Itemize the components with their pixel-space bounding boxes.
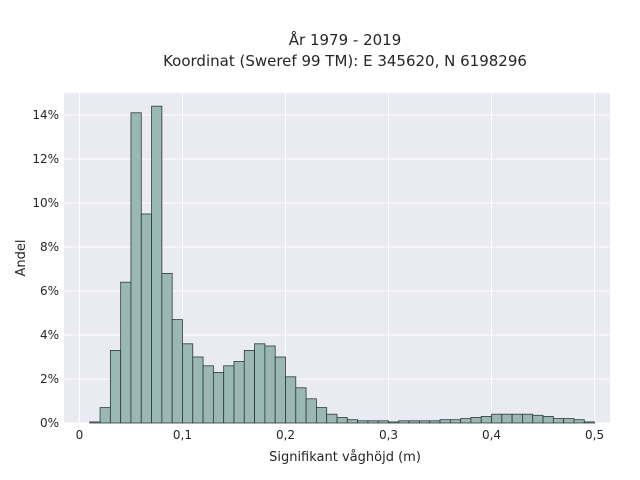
y-tick-label: 14% (32, 108, 59, 122)
histogram-bar (470, 417, 482, 424)
x-tick-label: 0 (76, 428, 84, 442)
histogram-bar (192, 356, 204, 424)
histogram-bar (243, 349, 255, 424)
histogram-bar (109, 349, 122, 424)
histogram-bar (89, 421, 101, 424)
x-tick-label: 0,5 (585, 428, 604, 442)
x-tick-label: 0,2 (276, 428, 295, 442)
histogram-bar (460, 418, 472, 424)
y-axis-ticks: 0% 2% 4% 6% 8% 10% 12% 14% (32, 108, 59, 430)
histogram-bar (563, 418, 575, 424)
histogram-bar (274, 356, 286, 424)
histogram-bar (419, 420, 431, 424)
histogram-bar (212, 371, 225, 424)
y-tick-label: 12% (32, 152, 59, 166)
histogram-bar (336, 417, 348, 424)
y-tick-label: 4% (40, 328, 59, 342)
histogram-bar (254, 343, 266, 424)
histogram-bar (367, 420, 379, 424)
histogram-bars (89, 105, 595, 424)
histogram-bar (120, 281, 132, 424)
histogram-bar (573, 419, 585, 424)
histogram-bar (377, 420, 389, 424)
histogram-bar (151, 105, 163, 424)
histogram-bar (583, 421, 595, 424)
histogram-bar (449, 419, 462, 424)
histogram-bar (233, 360, 245, 424)
histogram-bar (264, 345, 276, 424)
y-tick-label: 2% (40, 372, 59, 386)
x-tick-label: 0,3 (379, 428, 398, 442)
chart-title-line1: År 1979 - 2019 (289, 30, 402, 49)
histogram-bar (99, 407, 111, 424)
y-tick-label: 8% (40, 240, 59, 254)
histogram-bar (223, 365, 235, 424)
y-tick-label: 6% (40, 284, 59, 298)
histogram-bar (285, 376, 297, 424)
histogram-bar (552, 418, 565, 424)
histogram-bar (491, 413, 503, 424)
x-tick-label: 0,4 (482, 428, 501, 442)
histogram-bar (532, 414, 544, 424)
histogram-bar (357, 420, 369, 424)
histogram-bar (315, 407, 328, 424)
x-tick-label: 0,1 (173, 428, 192, 442)
histogram-bar (398, 420, 410, 424)
histogram-bar (346, 419, 359, 424)
histogram-bar (408, 420, 420, 424)
histogram-bar (429, 420, 441, 424)
histogram-bar (439, 419, 451, 424)
histogram-bar (388, 421, 400, 424)
x-axis-label: Signifikant våghöjd (m) (269, 450, 421, 465)
y-axis-label: Andel (14, 240, 29, 277)
histogram-bar (326, 413, 338, 424)
histogram-bar (130, 112, 142, 424)
histogram-bar (305, 398, 317, 424)
histogram-bar (171, 319, 183, 424)
chart-title-line2: Koordinat (Sweref 99 TM): E 345620, N 61… (163, 52, 527, 70)
histogram-bar (140, 213, 152, 424)
x-axis-ticks: 0 0,1 0,2 0,3 0,4 0,5 (76, 428, 604, 442)
histogram-bar (511, 413, 523, 424)
histogram-bar (542, 415, 554, 424)
histogram-bar (522, 413, 534, 424)
y-tick-label: 10% (32, 196, 59, 210)
histogram-bar (501, 413, 513, 424)
histogram-bar (202, 365, 214, 424)
histogram-bar (161, 272, 173, 424)
histogram-bar (295, 387, 307, 424)
y-tick-label: 0% (40, 416, 59, 430)
histogram-bar (480, 415, 492, 424)
histogram-bar (182, 343, 194, 424)
